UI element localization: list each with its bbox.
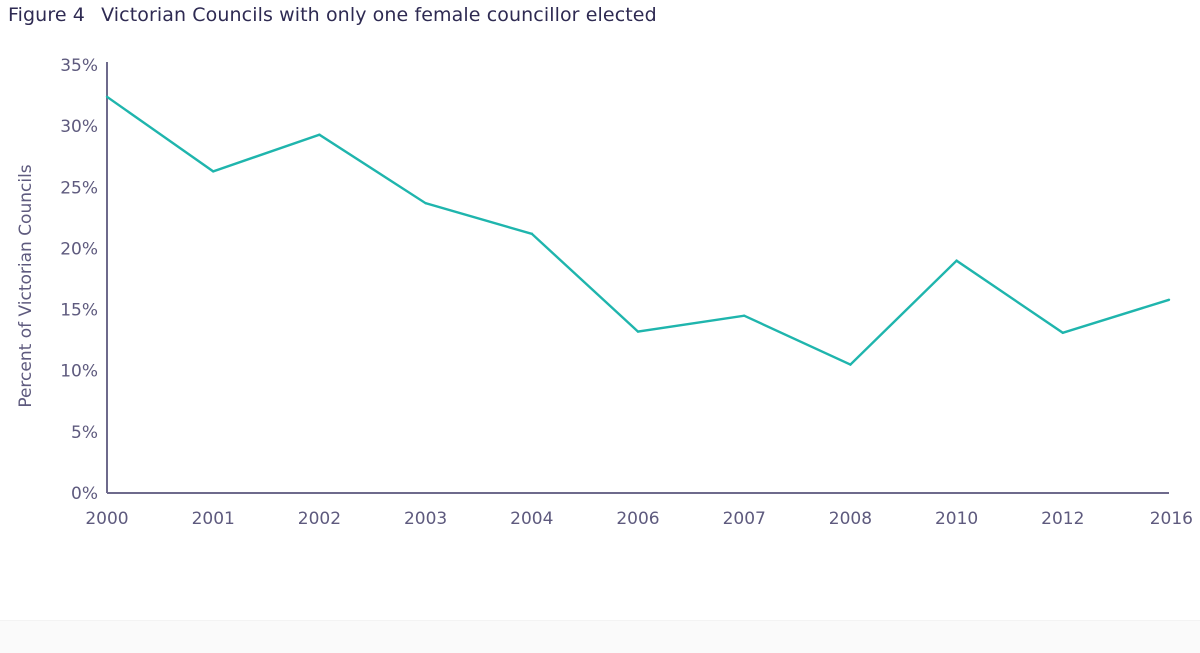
series-line (106, 95, 1170, 367)
figure-number: Figure 4 (8, 4, 85, 26)
y-tick-label: 35% (60, 56, 98, 76)
x-tick-label: 2002 (298, 509, 341, 529)
x-tick-label: 2012 (1041, 509, 1084, 529)
x-tick-label: 2000 (85, 509, 128, 529)
y-axis-label: Percent of Victorian Councils (16, 164, 36, 407)
figure-title: Figure 4 Victorian Councils with only on… (8, 4, 657, 26)
data-point (105, 95, 109, 98)
y-tick-label: 0% (71, 484, 98, 504)
data-points (105, 95, 1171, 366)
figure-caption: Victorian Councils with only one female … (101, 4, 657, 26)
x-tick-label: 2010 (935, 509, 978, 529)
x-tick-label: 2003 (404, 509, 447, 529)
data-point (1167, 298, 1171, 301)
x-tick-label: 2008 (829, 509, 872, 529)
data-point (849, 363, 852, 366)
data-point (743, 314, 746, 317)
data-point (1061, 331, 1065, 335)
data-point (636, 330, 640, 333)
x-axis-ticks: 2000 2001 2002 2003 2004 2006 2007 2008 2010 2012… (85, 509, 1193, 529)
x-tick-label: 2006 (616, 509, 659, 529)
y-axis-ticks: 0% 5% 10% 15% 20% 25% 30% 35% (60, 56, 98, 504)
footer-band (0, 620, 1200, 653)
data-point (955, 259, 958, 262)
y-tick-label: 10% (60, 362, 98, 382)
data-point (530, 232, 533, 235)
data-point (212, 170, 215, 173)
y-tick-label: 15% (60, 301, 98, 321)
data-point (318, 133, 321, 136)
x-tick-label: 2016 (1150, 509, 1193, 529)
x-tick-label: 2004 (510, 509, 553, 529)
y-tick-label: 20% (60, 239, 98, 259)
data-point (424, 201, 427, 205)
x-tick-label: 2007 (723, 509, 766, 529)
x-tick-label: 2001 (192, 509, 235, 529)
y-tick-label: 5% (71, 423, 98, 443)
y-tick-label: 30% (60, 117, 98, 137)
y-tick-label: 25% (60, 178, 98, 198)
